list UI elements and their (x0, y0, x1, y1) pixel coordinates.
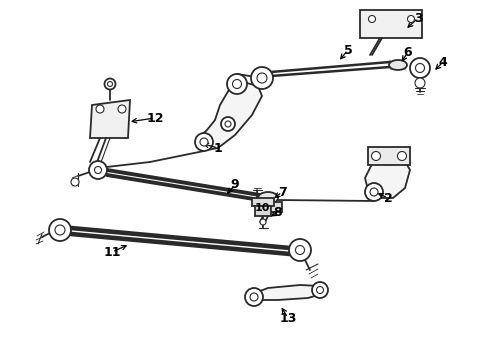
Circle shape (368, 15, 375, 22)
Circle shape (96, 105, 104, 113)
Text: 5: 5 (343, 44, 352, 57)
Text: 12: 12 (146, 112, 164, 125)
Circle shape (317, 287, 323, 293)
Circle shape (289, 239, 311, 261)
Circle shape (260, 219, 266, 225)
Circle shape (195, 133, 213, 151)
Circle shape (49, 219, 71, 241)
Ellipse shape (389, 60, 407, 70)
Text: 11: 11 (103, 246, 121, 258)
Text: 9: 9 (231, 179, 239, 192)
Bar (360, 10, 422, 38)
Circle shape (95, 166, 101, 174)
Polygon shape (252, 285, 322, 300)
Bar (368, 147, 410, 165)
Text: 4: 4 (439, 55, 447, 68)
Text: 10: 10 (254, 203, 270, 213)
Circle shape (295, 246, 304, 255)
Circle shape (104, 78, 116, 90)
Circle shape (71, 178, 79, 186)
Circle shape (250, 293, 258, 301)
Circle shape (365, 183, 383, 201)
Polygon shape (90, 100, 130, 138)
Text: 7: 7 (278, 185, 286, 198)
Circle shape (257, 73, 267, 83)
Circle shape (416, 63, 424, 72)
Text: 2: 2 (384, 192, 392, 204)
Circle shape (408, 15, 415, 22)
Circle shape (415, 78, 425, 88)
Circle shape (200, 138, 208, 146)
Text: 3: 3 (414, 12, 422, 24)
Circle shape (227, 74, 247, 94)
Circle shape (232, 80, 242, 89)
Text: 6: 6 (404, 45, 412, 58)
Polygon shape (198, 82, 262, 150)
Circle shape (245, 288, 263, 306)
Circle shape (107, 81, 113, 86)
Circle shape (371, 152, 381, 161)
Polygon shape (365, 152, 410, 198)
Circle shape (410, 58, 430, 78)
Circle shape (118, 105, 126, 113)
Text: 1: 1 (214, 141, 222, 154)
Circle shape (55, 225, 65, 235)
Circle shape (397, 152, 407, 161)
Circle shape (370, 188, 378, 196)
Circle shape (251, 67, 273, 89)
Text: 8: 8 (274, 206, 282, 219)
Circle shape (221, 117, 235, 131)
Bar (258, 202, 282, 212)
Bar (255, 206, 271, 216)
Circle shape (225, 121, 231, 127)
Ellipse shape (258, 192, 278, 204)
Circle shape (89, 161, 107, 179)
Circle shape (312, 282, 328, 298)
Text: 13: 13 (279, 311, 296, 324)
Bar (252, 198, 274, 206)
